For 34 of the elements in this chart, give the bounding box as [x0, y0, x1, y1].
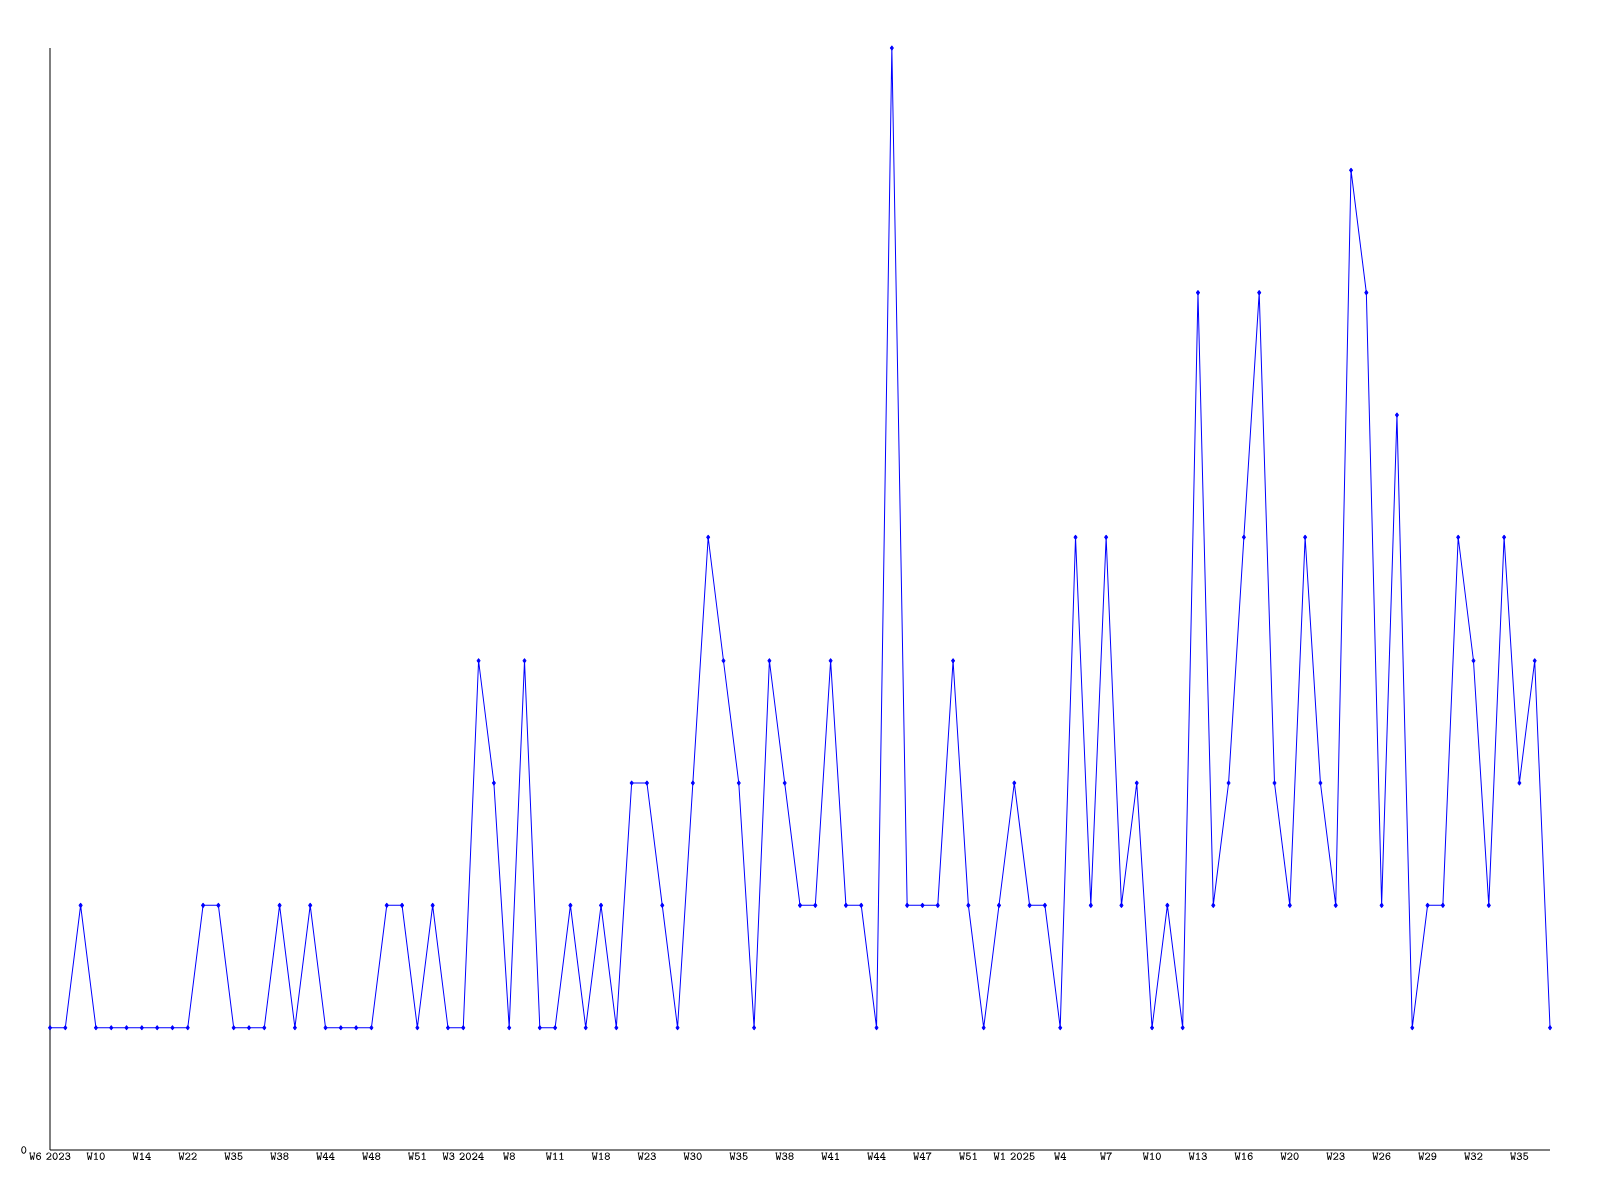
x-tick-label: W23: [637, 1152, 656, 1160]
x-tick-label: W13: [1188, 1152, 1207, 1160]
x-tick-label: W3 2024: [442, 1152, 484, 1160]
x-tick-label: W1 2025: [993, 1152, 1035, 1160]
x-tick-label: W7: [1099, 1152, 1112, 1161]
x-tick-label: W18: [591, 1152, 610, 1160]
x-tick-label: W41: [821, 1152, 840, 1160]
x-tick-label: W29: [1418, 1152, 1437, 1160]
x-tick-label: W44: [316, 1152, 335, 1160]
x-tick-label: W14: [132, 1152, 151, 1160]
x-tick-label: W51: [408, 1152, 426, 1160]
x-tick-label: W48: [362, 1152, 381, 1160]
x-tick-label: W22: [178, 1152, 197, 1160]
x-tick-label: W35: [1510, 1152, 1529, 1160]
x-tick-label: W38: [270, 1152, 289, 1160]
x-tick-label: W16: [1234, 1152, 1253, 1160]
x-tick-label: W4: [1054, 1152, 1067, 1160]
x-tick-label: W51: [959, 1152, 977, 1160]
x-tick-label: W10: [86, 1152, 105, 1160]
text: 0: [21, 1146, 27, 1154]
x-tick-label: W6 2023: [29, 1152, 71, 1160]
x-tick-label: W11: [545, 1152, 564, 1160]
x-tick-label: W8: [503, 1152, 515, 1160]
x-tick-label: W23: [1326, 1152, 1345, 1160]
x-tick-label: W32: [1464, 1152, 1483, 1160]
x-tick-label: W38: [775, 1152, 794, 1160]
x-tick-label: W44: [867, 1152, 886, 1160]
x-tick-label: W30: [683, 1152, 702, 1160]
x-tick-label: W35: [224, 1152, 243, 1160]
x-tick-label: W20: [1280, 1152, 1299, 1160]
x-tick-label: W47: [913, 1152, 932, 1161]
x-tick-label: W26: [1372, 1152, 1391, 1160]
x-tick-label: W35: [729, 1152, 748, 1160]
x-tick-label: W10: [1142, 1152, 1161, 1160]
